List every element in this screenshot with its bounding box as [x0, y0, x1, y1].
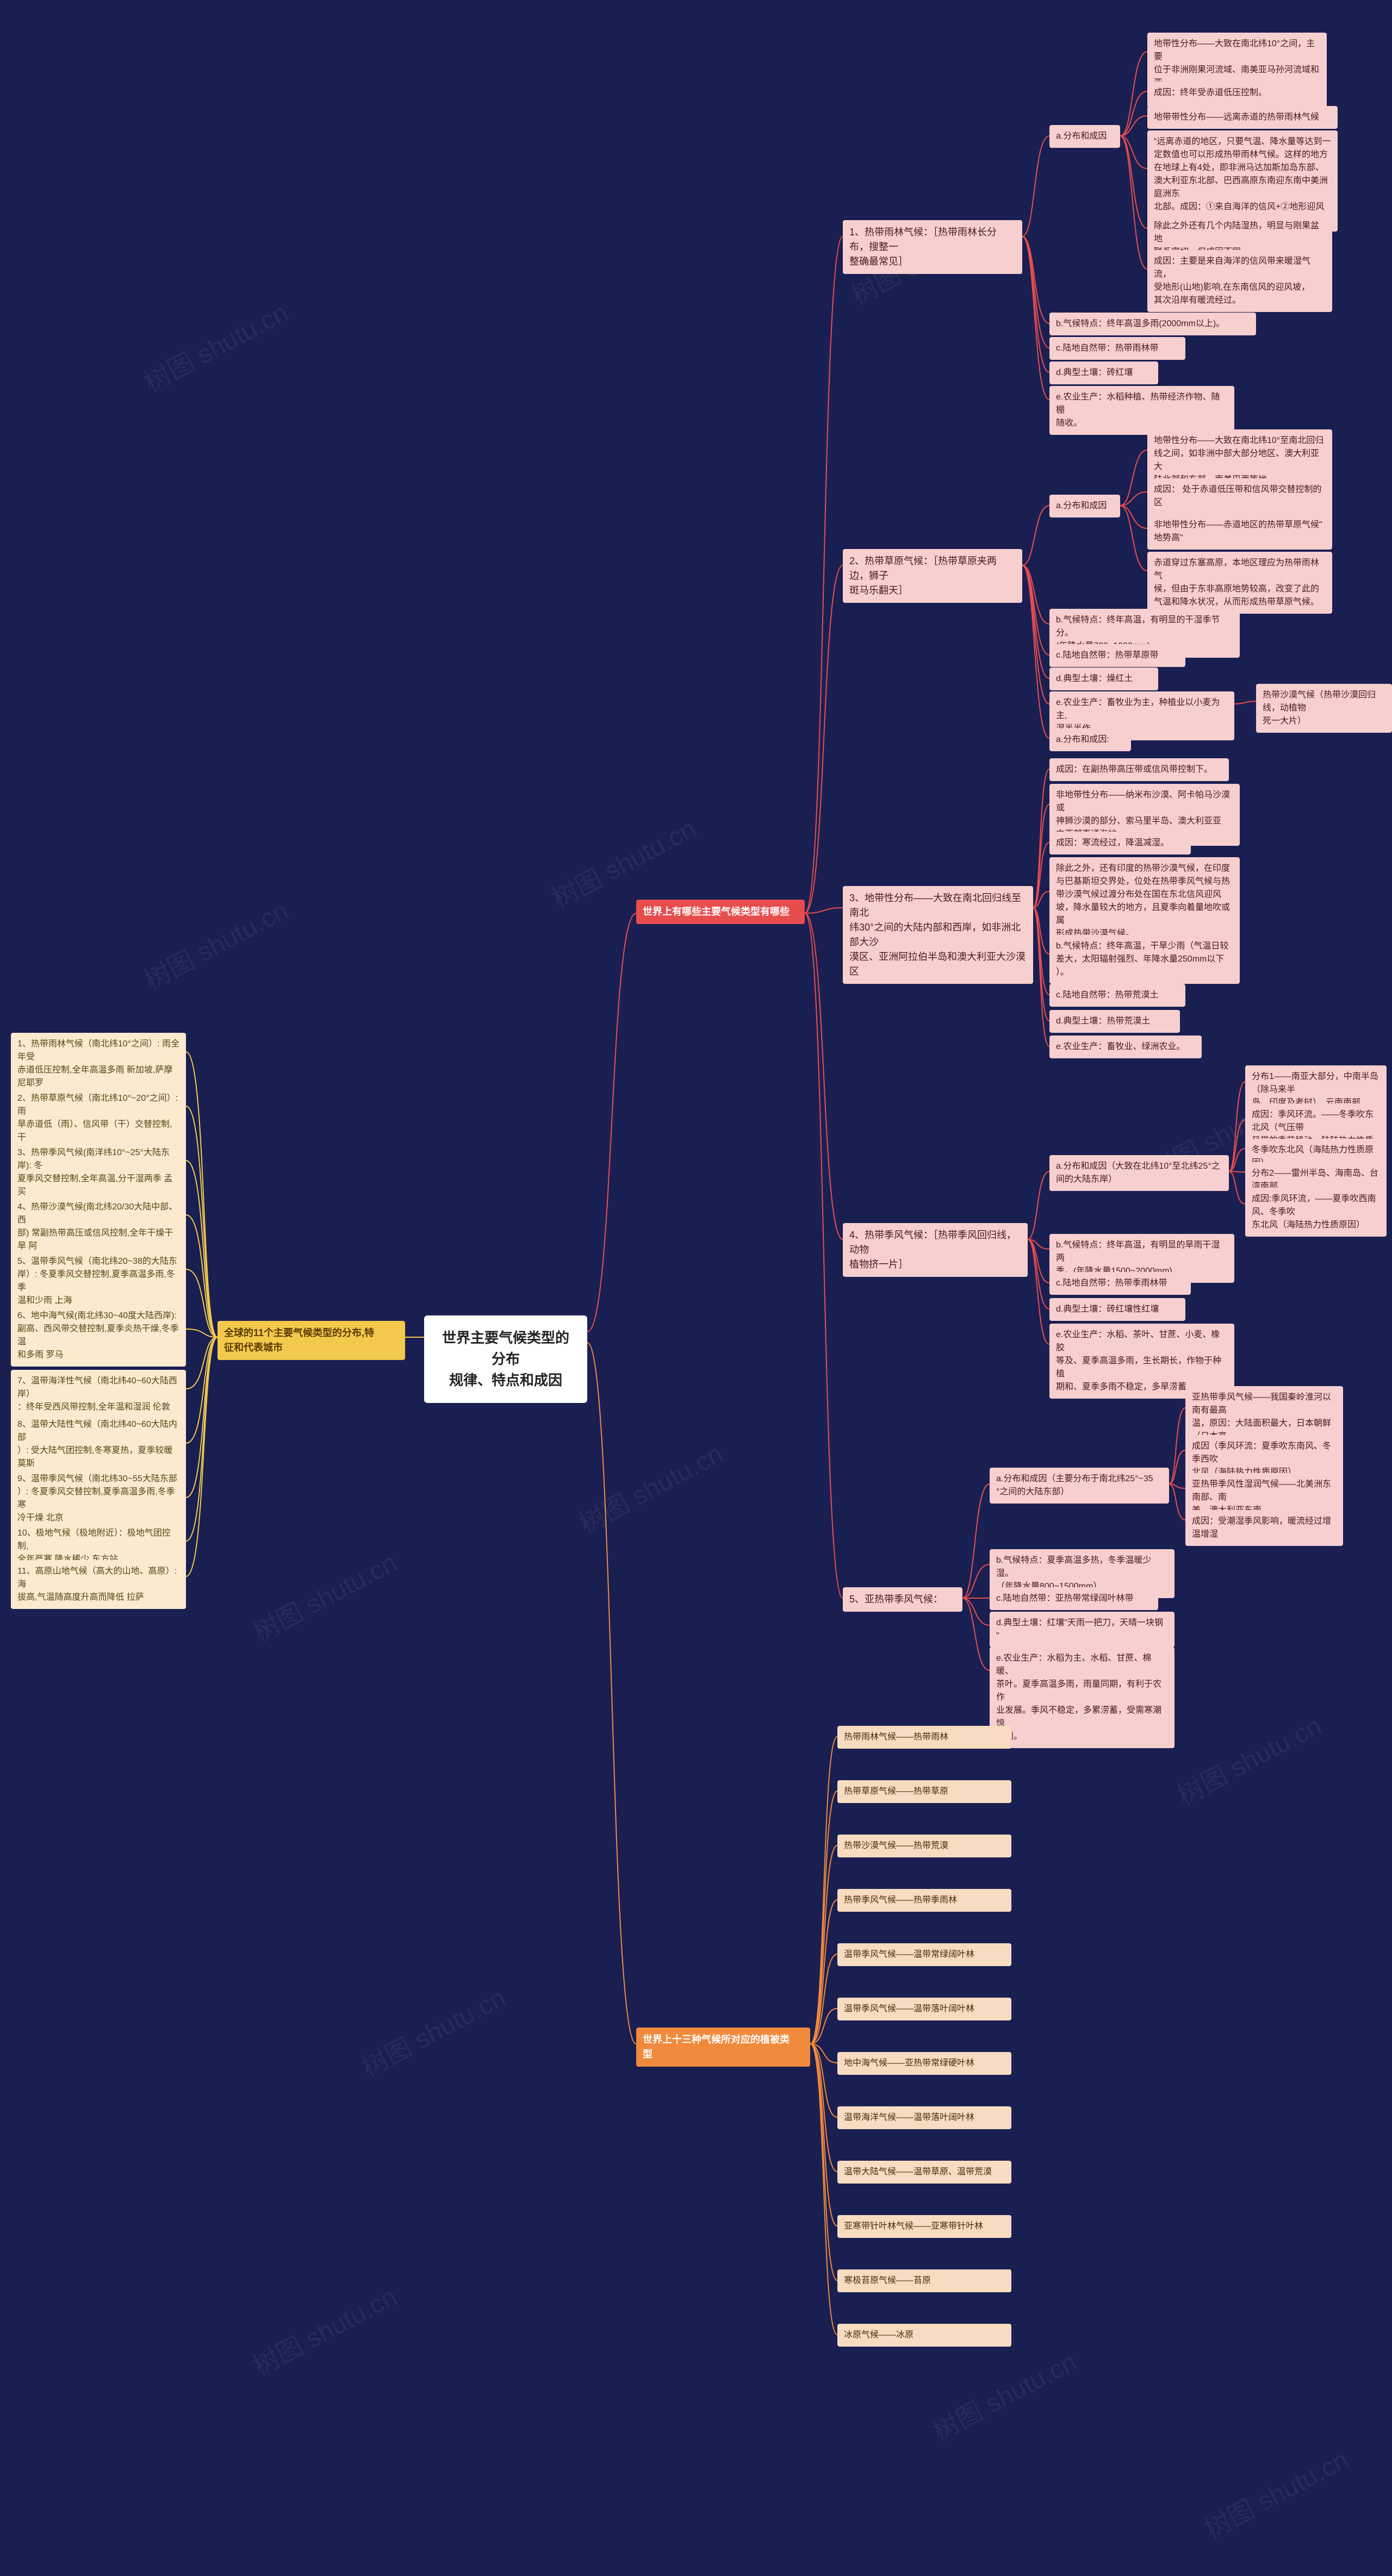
vegetation-node: 亚寒带针叶林气候——亚寒带针叶林	[837, 2215, 1011, 2238]
left-item: 11、高原山地气候（高大的山地、高原）: 海拔高,气温随高度升高而降低 拉萨	[11, 1560, 186, 1609]
climate-detail-node: c.陆地自然带：热带荒漠土	[1049, 984, 1185, 1007]
left-item: 9、温带季风气候（南北纬30~55大陆东部）: 冬夏季风交替控制,夏季高温多雨,…	[11, 1468, 186, 1530]
climate-detail-node: a.分布和成因	[1049, 125, 1120, 148]
climate-detail-node: d.典型土壤：砖红壤	[1049, 361, 1158, 384]
vegetation-node: 温带季风气候——温带落叶阔叶林	[837, 1998, 1011, 2020]
climate-detail-node: e.农业生产：畜牧业、绿洲农业。	[1049, 1036, 1202, 1058]
left-item: 3、热带季风气候(南洋纬10°~25°大陆东岸): 冬夏季风交替控制,全年高温,…	[11, 1142, 186, 1203]
branch-right-types: 世界上有哪些主要气候类型有哪些	[636, 900, 805, 924]
climate-sub-node: 地带带性分布——远离赤道的热带雨林气候	[1147, 106, 1338, 129]
climate-detail-node: 除此之外，还有印度的热带沙漠气候，在印度与巴基斯坦交界处，位处在热带季风气候与热…	[1049, 857, 1240, 945]
climate-detail-node: c.陆地自然带：热带雨林带	[1049, 337, 1185, 360]
vegetation-node: 热带草原气候——热带草原	[837, 1780, 1011, 1803]
climate-detail-node: d.典型土壤：砖红壤性红壤	[1049, 1298, 1185, 1321]
climate-detail-node: e.农业生产：水稻为主、水稻、甘蔗、棉暖、茶叶。夏季高温多雨，雨量同期，有利于农…	[990, 1647, 1174, 1748]
watermark-text: 树图 shutu.cn	[925, 2341, 1083, 2448]
climate-detail-node: c.陆地自然带：亚热带常绿阔叶林带	[990, 1587, 1158, 1610]
climate-detail-node: c.陆地自然带：热带季雨林带	[1049, 1272, 1191, 1295]
watermark-text: 树图 shutu.cn	[136, 889, 294, 997]
center-topic: 世界主要气候类型的分布规律、特点和成因	[424, 1315, 587, 1403]
vegetation-node: 热带沙漠气候——热带荒漠	[837, 1835, 1011, 1857]
climate-type-node: 1、热带雨林气候：［热带雨林长分布，搜整一整确最常见］	[843, 220, 1022, 274]
left-item: 5、温带季风气候（南北纬20~38的大陆东岸）: 冬夏季风交替控制,夏季高温多雨…	[11, 1250, 186, 1312]
climate-detail-node: a.分布和成因（大致在北纬10°至北纬25°之间的大陆东岸）	[1049, 1155, 1229, 1191]
watermark-text: 树图 shutu.cn	[1170, 1705, 1327, 1812]
watermark-text: 树图 shutu.cn	[136, 291, 294, 399]
climate-detail-node: a.分布和成因（主要分布于南北纬25°~35°之间的大陆东部）	[990, 1468, 1169, 1504]
climate-detail-node: a.分布和成因	[1049, 495, 1120, 517]
climate-type-node: 4、热带季风气候：［热带季风回归线，动物植物挤一片］	[843, 1223, 1028, 1277]
watermark-text: 树图 shutu.cn	[1197, 2438, 1354, 2546]
climate-detail-node: 成因：寒流经过，降温减湿。	[1049, 832, 1191, 854]
vegetation-node: 温带大陆气候——温带草原、温带荒漠	[837, 2161, 1011, 2184]
climate-sub-node: 热带沙漠气候（热带沙漠回归线，动植物死一大片）	[1256, 684, 1392, 733]
vegetation-node: 温带季风气候——温带常绿阔叶林	[837, 1943, 1011, 1966]
climate-sub-node: 成因：主要是来自海洋的信风带来暖湿气流，受地形(山地)影响,在东南信风的迎风坡，…	[1147, 250, 1332, 312]
climate-detail-node: a.分布和成因:	[1049, 728, 1131, 751]
climate-sub-node: 非地带性分布——赤道地区的热带草原气候"地势高"	[1147, 514, 1332, 550]
climate-type-node: 5、亚热带季风气候：	[843, 1587, 962, 1612]
climate-detail-node: d.典型土壤：红壤"天雨一把刀，天晴一块钢"	[990, 1612, 1174, 1648]
watermark-text: 树图 shutu.cn	[245, 1542, 403, 1649]
climate-detail-node: c.陆地自然带：热带草原带	[1049, 644, 1185, 667]
left-item: 6、地中海气候(南北纬30~40度大陆西岸):副高、西风带交替控制,夏季炎热干燥…	[11, 1305, 186, 1367]
climate-detail-node: b.气候特点：终年高温，干旱少雨（气温日较差大，太阳辐射强烈、年降水量250mm…	[1049, 935, 1240, 984]
watermark-text: 树图 shutu.cn	[245, 2275, 403, 2383]
climate-sub-node: 成因：终年受赤道低压控制。	[1147, 82, 1289, 104]
vegetation-node: 冰原气候——冰原	[837, 2324, 1011, 2347]
watermark-text: 树图 shutu.cn	[354, 1976, 512, 2084]
climate-detail-node: 成因：在副热带高压带或信风带控制下。	[1049, 758, 1229, 781]
branch-right-vegetation: 世界上十三种气候所对应的植被类型	[636, 2028, 810, 2067]
branch-left-global: 全球的11个主要气候类型的分布,特征和代表城市	[217, 1321, 405, 1360]
vegetation-node: 地中海气候——亚热带常绿硬叶林	[837, 2052, 1011, 2075]
watermark-text: 树图 shutu.cn	[571, 1433, 729, 1540]
climate-detail-node: d.典型土壤：燥红土	[1049, 668, 1158, 690]
vegetation-node: 寒极苔原气候——苔原	[837, 2269, 1011, 2292]
vegetation-node: 热带雨林气候——热带雨林	[837, 1726, 1011, 1749]
vegetation-node: 温带海洋气候——温带落叶阔叶林	[837, 2106, 1011, 2129]
climate-detail-node: d.典型土壤：热带荒漠土	[1049, 1010, 1180, 1033]
climate-sub-node: 赤道穿过东塞高原，本地区理应为热带雨林气候，但由于东非高原地势较高，改变了此的气…	[1147, 552, 1332, 614]
left-item: 7、温带海洋性气候（南北纬40~60大陆西岸）：终年受西风带控制,全年温和湿润 …	[11, 1370, 186, 1419]
climate-type-node: 3、地带性分布——大致在南北回归线至南北纬30°之间的大陆内部和西岸，如非洲北部…	[843, 886, 1033, 984]
vegetation-node: 热带季风气候——热带季雨林	[837, 1889, 1011, 1912]
mindmap-canvas: 世界主要气候类型的分布规律、特点和成因 全球的11个主要气候类型的分布,特征和代…	[0, 0, 1392, 2576]
climate-detail-node: e.农业生产：水稻种植、热带经济作物、随棚随收。	[1049, 386, 1234, 435]
left-item: 1、热带雨林气候（南北纬10°之间）: 雨全年受赤道低压控制,全年高温多雨 新加…	[11, 1033, 186, 1095]
climate-detail-node: b.气候特点：终年高温多雨(2000mm以上)。	[1049, 313, 1256, 335]
climate-sub-node: 成因:季风环流，——夏季吹西南风、冬季吹东北风（海陆热力性质原因）	[1245, 1188, 1387, 1237]
climate-sub-node: 成因：受潮湿季风影响，暖流经过增温增湿	[1185, 1510, 1343, 1546]
climate-type-node: 2、热带草原气候：［热带草原夹两边，狮子斑马乐翻天］	[843, 549, 1022, 603]
